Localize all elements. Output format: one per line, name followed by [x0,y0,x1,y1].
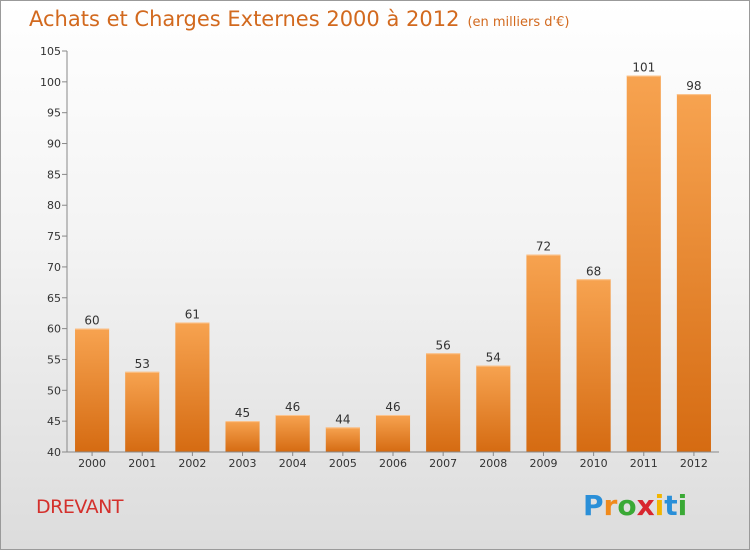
y-tick-label: 50 [47,384,61,397]
bar [426,353,461,452]
y-tick-label: 100 [40,76,61,89]
bar [275,414,310,452]
x-tick-label: 2011 [630,457,658,470]
commune-name: DREVANT [36,496,123,518]
y-tick: 70 [47,261,67,274]
logo-letter: i [677,489,688,522]
logo-letter: o [617,489,637,522]
bar-group: 54 [476,351,511,452]
bar-value-label: 56 [436,338,451,352]
y-tick: 105 [40,45,67,58]
x-tick-label: 2002 [178,457,206,470]
x-tick-label: 2009 [529,457,557,470]
y-tick: 45 [47,415,67,428]
bar [375,414,411,452]
bar-group: 98 [676,79,711,452]
x-axis: 2000 2001 2002 2003 2004 2005 2006 2007 2008 2009… [67,451,719,470]
bar-value-label: 46 [385,400,400,414]
y-axis: 40 45 50 55 60 65 70 75 80 85 90 95 100 105 [40,45,68,459]
bar-group: 56 [426,338,461,452]
bar-value-label: 72 [536,240,551,254]
y-tick-label: 60 [47,323,61,336]
bar [325,427,360,452]
y-tick-label: 95 [47,107,61,120]
y-tick: 60 [47,323,67,336]
bar-value-label: 101 [632,61,655,75]
bar [576,279,611,452]
chart-title: Achats et Charges Externes 2000 à 2012 (e… [29,7,569,31]
y-tick: 90 [47,138,67,151]
y-tick: 40 [47,446,67,459]
y-tick-label: 105 [40,45,61,58]
bar-group: 101 [626,61,661,452]
bar [125,371,160,452]
logo-letter: x [636,489,655,522]
bar-group: 68 [576,264,611,452]
x-tick-label: 2006 [379,457,407,470]
y-tick: 100 [40,76,67,89]
x-tick-label: 2005 [329,457,357,470]
bar-group: 45 [225,406,260,452]
y-tick-label: 40 [47,446,61,459]
bar [476,365,511,452]
x-tick-label: 2004 [279,457,307,470]
bar-value-label: 53 [135,357,150,371]
y-tick: 50 [47,384,67,397]
bar-group: 46 [275,400,310,452]
y-tick: 75 [47,230,67,243]
bar-value-label: 45 [235,406,250,420]
logo-letter: t [664,489,678,522]
y-tick-label: 55 [47,353,61,366]
bar-group: 46 [375,400,411,452]
bar-group: 60 [75,314,110,452]
bar-value-label: 98 [686,79,701,93]
bar-group: 61 [175,307,210,452]
bar [676,94,711,452]
bar-group: 53 [125,357,160,452]
bar [175,322,210,452]
x-tick-label: 2007 [429,457,457,470]
logo-letter: P [583,489,604,522]
y-tick: 80 [47,199,67,212]
y-tick-label: 45 [47,415,61,428]
y-tick-label: 65 [47,292,61,305]
bar [626,75,661,452]
bars: 60 53 61 45 46 44 46 56 54 72 68 101 98 [75,61,711,452]
y-tick-label: 75 [47,230,61,243]
y-tick: 65 [47,292,67,305]
x-tick-label: 2001 [128,457,156,470]
y-tick: 55 [47,353,67,366]
y-tick: 95 [47,107,67,120]
bar-group: 44 [325,412,360,452]
x-tick-label: 2008 [479,457,507,470]
bar-value-label: 46 [285,400,300,414]
bar [75,328,110,452]
bar [225,421,260,452]
y-tick: 85 [47,168,67,181]
bar-value-label: 44 [335,412,350,426]
x-tick-label: 2012 [680,457,708,470]
chart-subtitle: (en milliers d'€) [467,15,570,30]
x-tick-label: 2000 [78,457,106,470]
logo-letter: r [603,489,618,522]
y-tick-label: 85 [47,168,61,181]
x-tick-label: 2003 [229,457,257,470]
y-tick-label: 80 [47,199,61,212]
bar-value-label: 54 [486,351,501,365]
proxiti-logo: Proxiti [583,489,687,522]
y-tick-label: 70 [47,261,61,274]
bar-value-label: 68 [586,264,601,278]
x-tick-label: 2010 [580,457,608,470]
y-tick-label: 90 [47,138,61,151]
title-text: Achats et Charges Externes 2000 à 2012 [29,7,460,31]
logo-letter: i [654,489,665,522]
bar-value-label: 61 [185,307,200,321]
bar [526,254,561,452]
bar-value-label: 60 [84,314,99,328]
bar-group: 72 [526,240,561,452]
